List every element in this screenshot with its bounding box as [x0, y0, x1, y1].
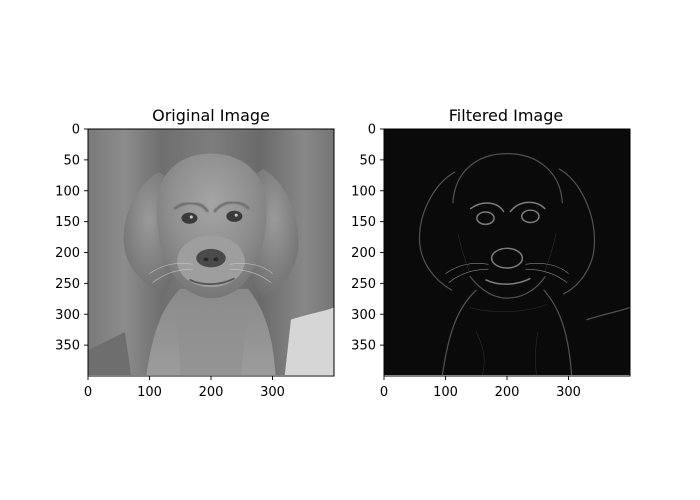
filtered-y-tick-label: 350	[351, 339, 376, 354]
original-y-tick-label: 50	[63, 153, 80, 168]
original-x-tick-label: 300	[260, 385, 285, 400]
filtered-x-tick-label: 300	[556, 385, 581, 400]
filtered-x-tick-label: 200	[495, 385, 520, 400]
filtered-y-tick-label: 100	[351, 184, 376, 199]
original-y-tick-label: 250	[55, 277, 80, 292]
filtered-title: Filtered Image	[449, 106, 563, 125]
filtered-y-tick-label: 50	[359, 153, 376, 168]
original-x-tick-label: 0	[84, 385, 92, 400]
filtered-y-tick-label: 150	[351, 215, 376, 230]
original-y-tick-label: 0	[72, 123, 80, 138]
filtered-x-tick-label: 100	[433, 385, 458, 400]
original-title: Original Image	[152, 106, 270, 125]
axes-original: Original Image	[55, 106, 335, 401]
original-y-tick-label: 200	[55, 246, 80, 261]
original-y-tick-label: 150	[55, 215, 80, 230]
filtered-y-tick-label: 300	[351, 308, 376, 323]
original-x-tick-label: 200	[199, 385, 224, 400]
filtered-image	[384, 129, 631, 376]
original-ticks: 0 100 200 300 0 50 100 150 200 250 300 350	[55, 123, 285, 401]
filtered-y-tick-label: 0	[368, 123, 376, 138]
axes-filtered: Filtered Image	[351, 106, 631, 401]
original-y-tick-label: 100	[55, 184, 80, 199]
filtered-ticks: 0 100 200 300 0 50 100 150 200 250 300 350	[351, 123, 581, 401]
filtered-y-tick-label: 250	[351, 277, 376, 292]
original-x-tick-label: 100	[137, 385, 162, 400]
original-y-tick-label: 300	[55, 308, 80, 323]
original-image	[88, 129, 334, 375]
original-y-tick-label: 350	[55, 339, 80, 354]
filtered-y-tick-label: 200	[351, 246, 376, 261]
filtered-x-tick-label: 0	[380, 385, 388, 400]
